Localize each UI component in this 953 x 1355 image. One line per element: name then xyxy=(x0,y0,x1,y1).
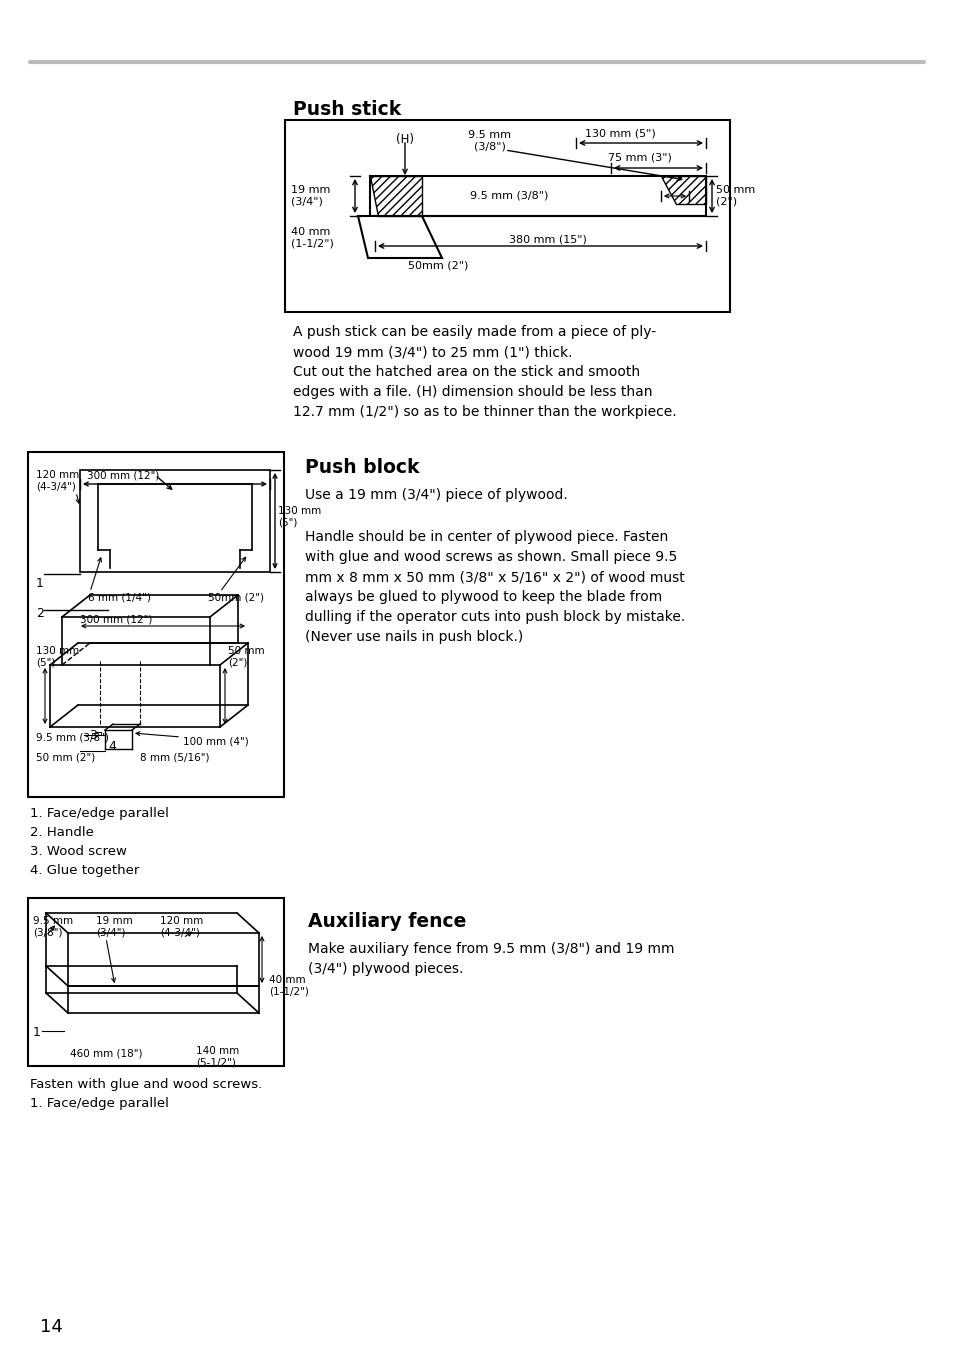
Text: 4: 4 xyxy=(108,740,115,753)
Text: 50 mm (2"): 50 mm (2") xyxy=(36,752,95,762)
Text: 6 mm (1/4"): 6 mm (1/4") xyxy=(88,592,151,602)
Text: 50mm (2"): 50mm (2") xyxy=(408,262,468,271)
Text: 19 mm
(3/4"): 19 mm (3/4") xyxy=(96,916,132,938)
Text: 300 mm (12"): 300 mm (12") xyxy=(80,615,152,625)
Text: 1. Face/edge parallel: 1. Face/edge parallel xyxy=(30,1098,169,1110)
Text: 9.5 mm
(3/8"): 9.5 mm (3/8") xyxy=(33,916,73,938)
Text: A push stick can be easily made from a piece of ply-
wood 19 mm (3/4") to 25 mm : A push stick can be easily made from a p… xyxy=(293,325,676,419)
Text: 120 mm
(4-3/4"): 120 mm (4-3/4") xyxy=(160,916,203,938)
Text: 2. Handle: 2. Handle xyxy=(30,827,93,839)
Text: Push block: Push block xyxy=(305,458,419,477)
Text: 50mm (2"): 50mm (2") xyxy=(208,592,264,602)
Text: 460 mm (18"): 460 mm (18") xyxy=(70,1047,142,1058)
Text: 3: 3 xyxy=(89,729,97,743)
Text: 50 mm
(2"): 50 mm (2") xyxy=(716,186,755,207)
Text: Handle should be in center of plywood piece. Fasten
with glue and wood screws as: Handle should be in center of plywood pi… xyxy=(305,530,684,644)
Text: 50 mm
(2"): 50 mm (2") xyxy=(228,646,264,668)
Text: 130 mm
(5"): 130 mm (5") xyxy=(36,646,79,668)
Text: 3. Wood screw: 3. Wood screw xyxy=(30,846,127,858)
Text: 140 mm
(5-1/2"): 140 mm (5-1/2") xyxy=(195,1046,239,1068)
Text: 130 mm (5"): 130 mm (5") xyxy=(584,127,655,138)
Text: (H): (H) xyxy=(395,133,414,146)
Text: Use a 19 mm (3/4") piece of plywood.: Use a 19 mm (3/4") piece of plywood. xyxy=(305,488,567,501)
Text: 9.5 mm (3/8"): 9.5 mm (3/8") xyxy=(36,733,109,743)
Text: 1: 1 xyxy=(33,1026,41,1039)
Text: 14: 14 xyxy=(40,1318,63,1336)
Text: 300 mm (12"): 300 mm (12") xyxy=(87,470,159,480)
Text: 4. Glue together: 4. Glue together xyxy=(30,864,139,877)
Text: 40 mm
(1-1/2"): 40 mm (1-1/2") xyxy=(269,976,309,997)
Bar xyxy=(80,470,270,572)
Text: 1: 1 xyxy=(36,577,44,589)
Text: Push stick: Push stick xyxy=(293,100,401,119)
Text: Fasten with glue and wood screws.: Fasten with glue and wood screws. xyxy=(30,1079,262,1091)
Text: 19 mm
(3/4"): 19 mm (3/4") xyxy=(291,186,330,207)
Text: 1. Face/edge parallel: 1. Face/edge parallel xyxy=(30,808,169,820)
Text: 9.5 mm (3/8"): 9.5 mm (3/8") xyxy=(470,191,548,201)
Text: 380 mm (15"): 380 mm (15") xyxy=(509,234,586,244)
Text: 9.5 mm
(3/8"): 9.5 mm (3/8") xyxy=(468,130,511,152)
Polygon shape xyxy=(357,215,441,257)
Bar xyxy=(285,121,729,312)
Text: 130 mm
(5"): 130 mm (5") xyxy=(277,507,321,528)
Text: 2: 2 xyxy=(36,607,44,621)
Text: 40 mm
(1-1/2"): 40 mm (1-1/2") xyxy=(291,228,334,249)
Bar xyxy=(28,453,284,797)
Text: 8 mm (5/16"): 8 mm (5/16") xyxy=(140,752,210,762)
Bar xyxy=(370,176,705,215)
Text: 100 mm (4"): 100 mm (4") xyxy=(183,737,249,747)
Bar xyxy=(28,898,284,1066)
Text: Make auxiliary fence from 9.5 mm (3/8") and 19 mm
(3/4") plywood pieces.: Make auxiliary fence from 9.5 mm (3/8") … xyxy=(308,942,674,976)
Text: 120 mm
(4-3/4"): 120 mm (4-3/4") xyxy=(36,470,79,492)
Text: 75 mm (3"): 75 mm (3") xyxy=(607,153,671,163)
Text: Auxiliary fence: Auxiliary fence xyxy=(308,912,466,931)
